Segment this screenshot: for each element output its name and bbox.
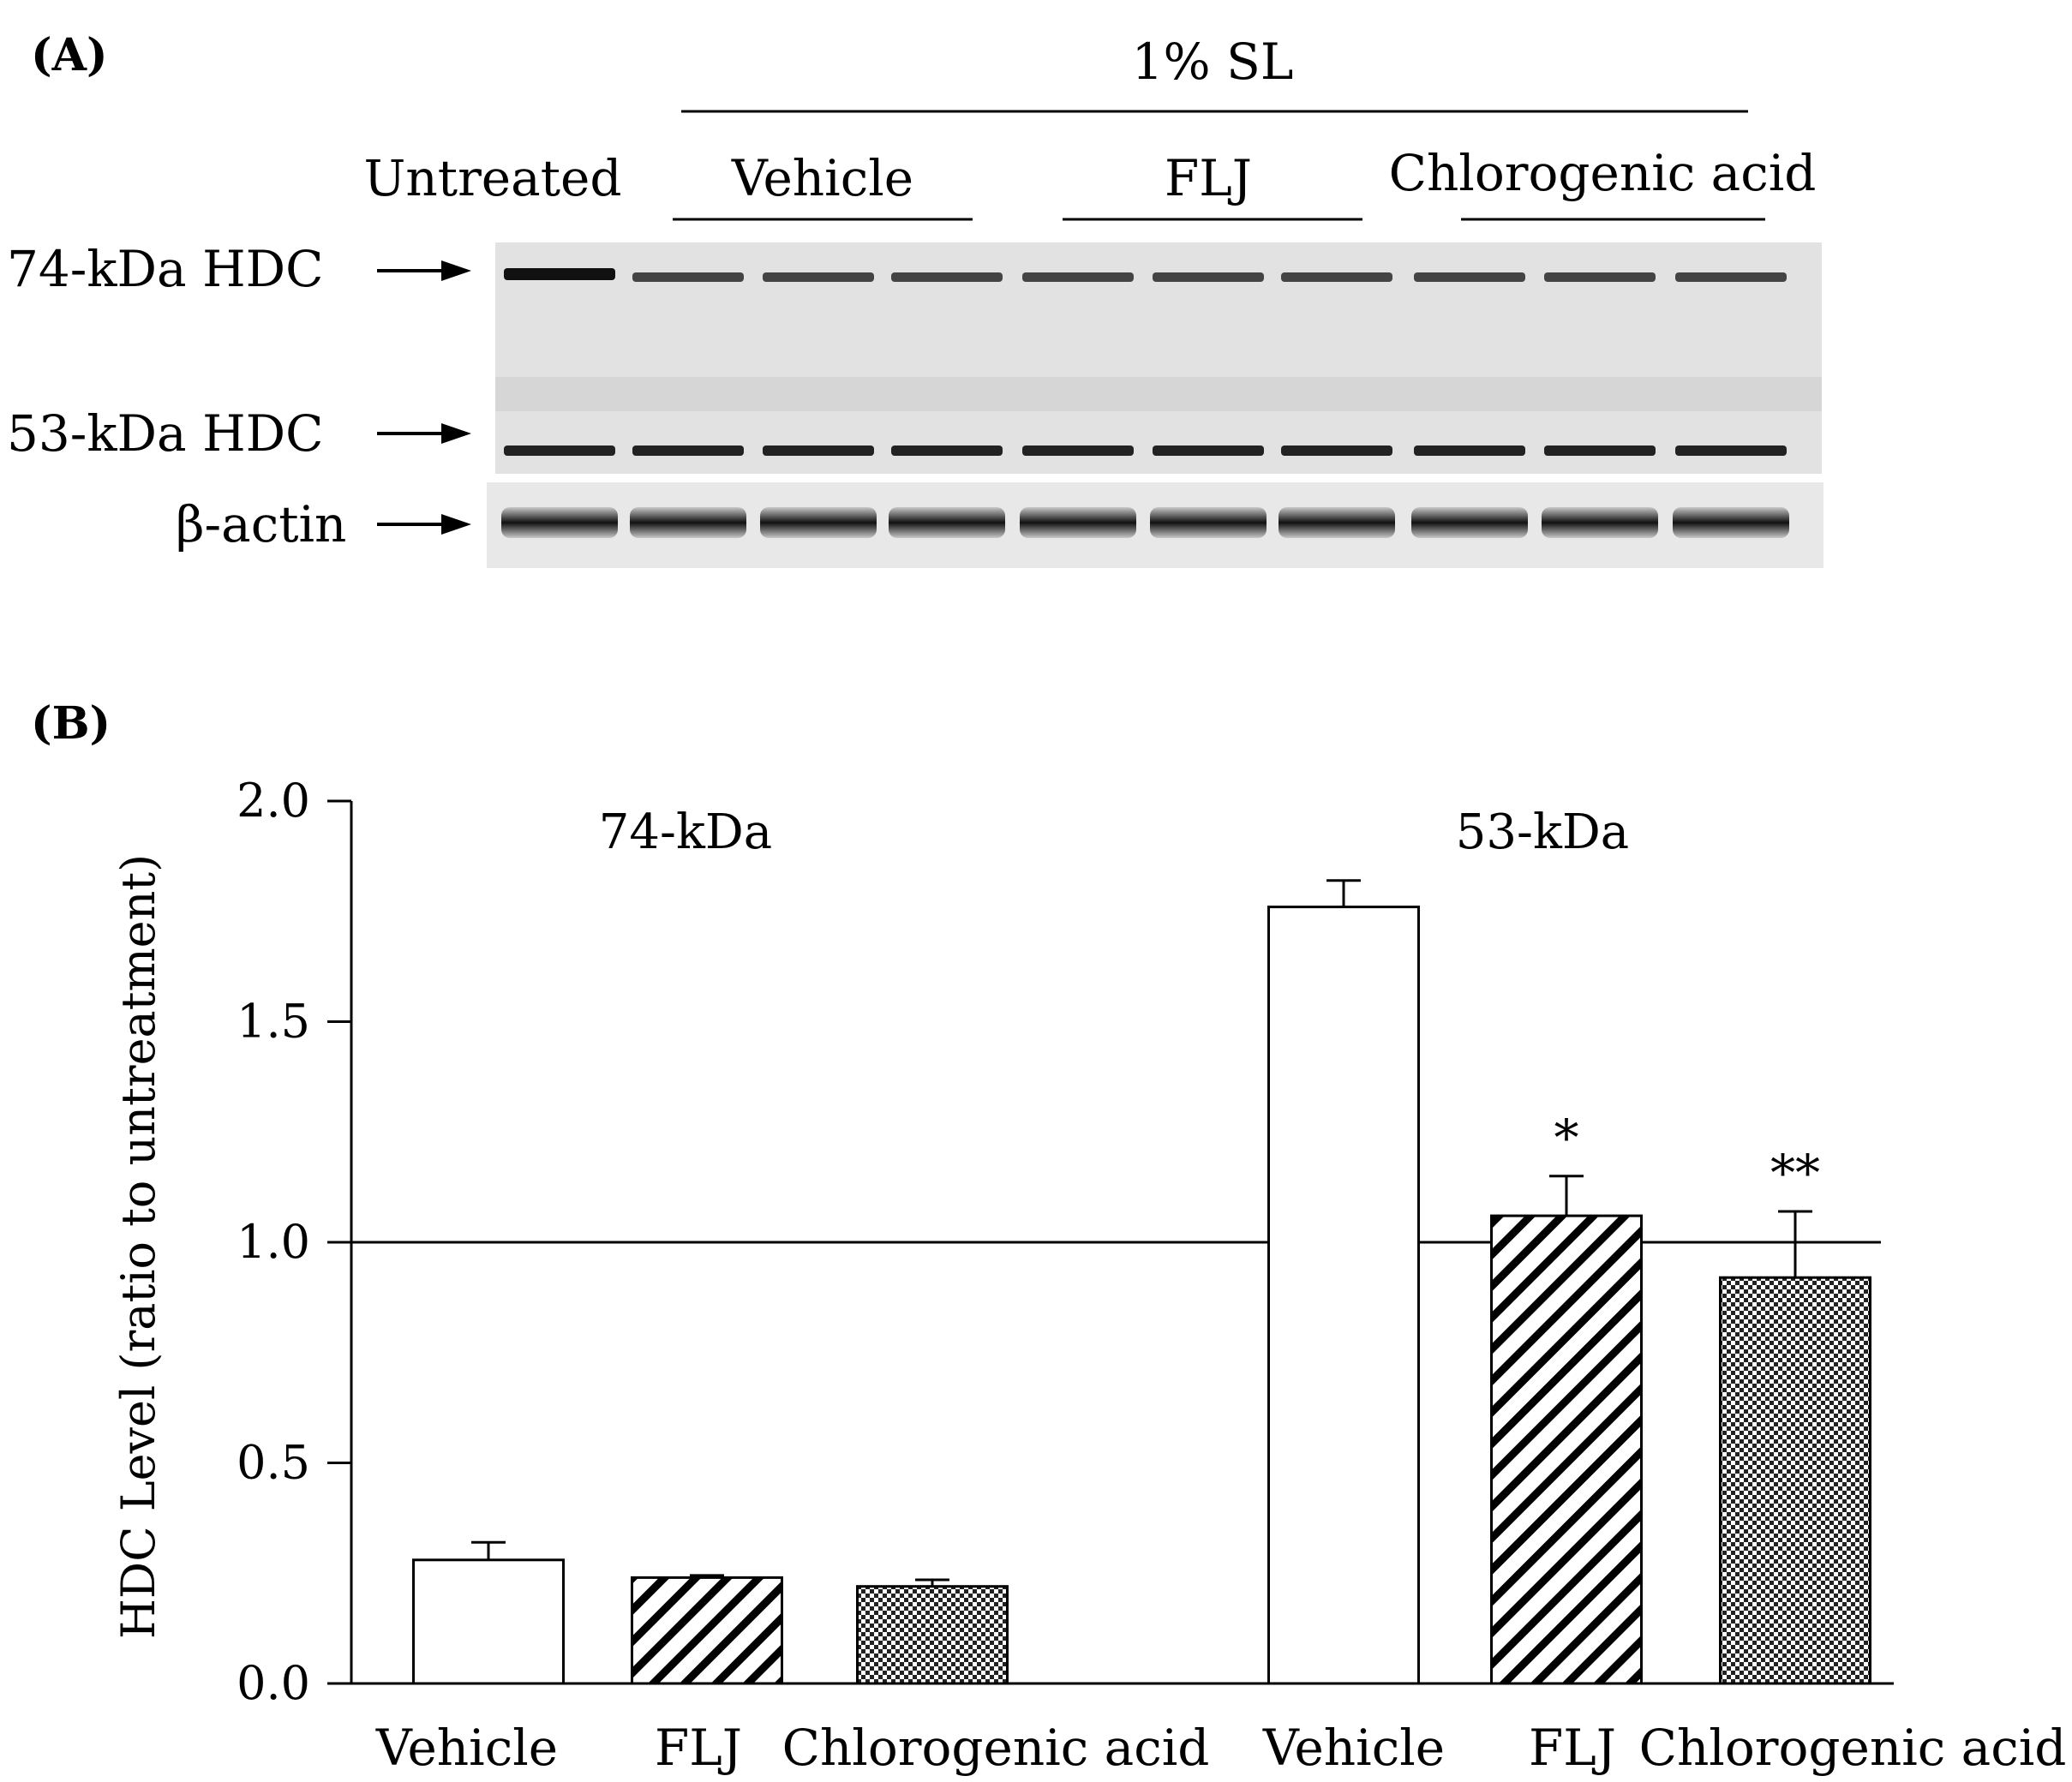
y-tick-label: 2.0 [237, 774, 310, 828]
hdc74-band [891, 272, 1003, 282]
x-category-label: Vehicle [375, 1719, 558, 1777]
bar [1490, 1214, 1643, 1685]
group-label: 53-kDa [1456, 804, 1629, 860]
hdc74-band [1414, 272, 1525, 282]
actin-band [1150, 507, 1267, 538]
actin-band [889, 507, 1005, 538]
y-tick-label: 1.5 [237, 995, 310, 1049]
hdc-blot-smear [495, 377, 1822, 411]
bar [1719, 1276, 1871, 1685]
bar [631, 1576, 783, 1685]
treatment-header: 1% SL [1132, 33, 1294, 91]
hdc74-band [504, 268, 615, 280]
hdc53-band [632, 446, 744, 456]
actin-band [1673, 507, 1789, 538]
y-tick-label: 1.0 [237, 1215, 310, 1269]
actin-band [1542, 507, 1658, 538]
arrow-head-74kda [441, 260, 471, 281]
hdc53-band [1675, 446, 1787, 456]
band-label-53kda: 53-kDa HDC [7, 404, 324, 463]
hdc74-band [763, 272, 874, 282]
hdc53-band [1022, 446, 1134, 456]
panel-b-label: (B) [31, 697, 111, 750]
hdc53-band [1544, 446, 1656, 456]
y-tick-label: 0.5 [237, 1436, 310, 1490]
hdc53-band [504, 446, 615, 456]
hdc53-band [891, 446, 1003, 456]
actin-band [760, 507, 877, 538]
chart-bars [412, 879, 1871, 1685]
hdc74-band [1022, 272, 1134, 282]
hdc74-band [632, 272, 744, 282]
actin-band [1279, 507, 1395, 538]
group-label: 74-kDa [599, 804, 772, 860]
significance-label: ** [1770, 1144, 1820, 1202]
blot-bands [501, 268, 1789, 538]
x-category-label: FLJ [655, 1719, 742, 1777]
x-category-label: Chlorogenic acid [1639, 1719, 2067, 1777]
panel-a-label: (A) [31, 29, 108, 81]
hdc53-band [1281, 446, 1392, 456]
bar [856, 1585, 1009, 1685]
x-category-label: FLJ [1529, 1719, 1616, 1777]
hdc74-band [1675, 272, 1787, 282]
hdc74-band [1544, 272, 1656, 282]
band-label-actin: β-actin [176, 495, 346, 553]
group-label-untreated: Untreated [364, 149, 622, 207]
actin-band [501, 507, 618, 538]
group-label-chlorogenic: Chlorogenic acid [1389, 144, 1817, 202]
x-category-label: Chlorogenic acid [782, 1719, 1210, 1777]
y-axis-label: HDC Level (ratio to untreatment) [111, 854, 165, 1639]
y-tick-label: 0.0 [237, 1656, 310, 1710]
hdc74-band [1281, 272, 1392, 282]
hdc53-band [763, 446, 874, 456]
chart-labels: 74-kDa Vehicle FLJ Chlorogenic acid 53-kDa Ve… [375, 804, 2067, 1777]
bar [412, 1558, 565, 1685]
arrow-head-actin [441, 514, 471, 535]
actin-band [630, 507, 746, 538]
band-label-74kda: 74-kDa HDC [7, 240, 324, 298]
group-label-vehicle: Vehicle [731, 149, 913, 207]
bar [1267, 906, 1420, 1685]
hdc53-band [1414, 446, 1525, 456]
x-category-label: Vehicle [1262, 1719, 1445, 1777]
actin-band [1020, 507, 1136, 538]
arrow-head-53kda [441, 423, 471, 444]
hdc74-band [1153, 272, 1264, 282]
hdc53-band [1153, 446, 1264, 456]
actin-band [1411, 507, 1528, 538]
significance-label: * [1554, 1109, 1579, 1167]
group-label-flj: FLJ [1165, 149, 1252, 207]
